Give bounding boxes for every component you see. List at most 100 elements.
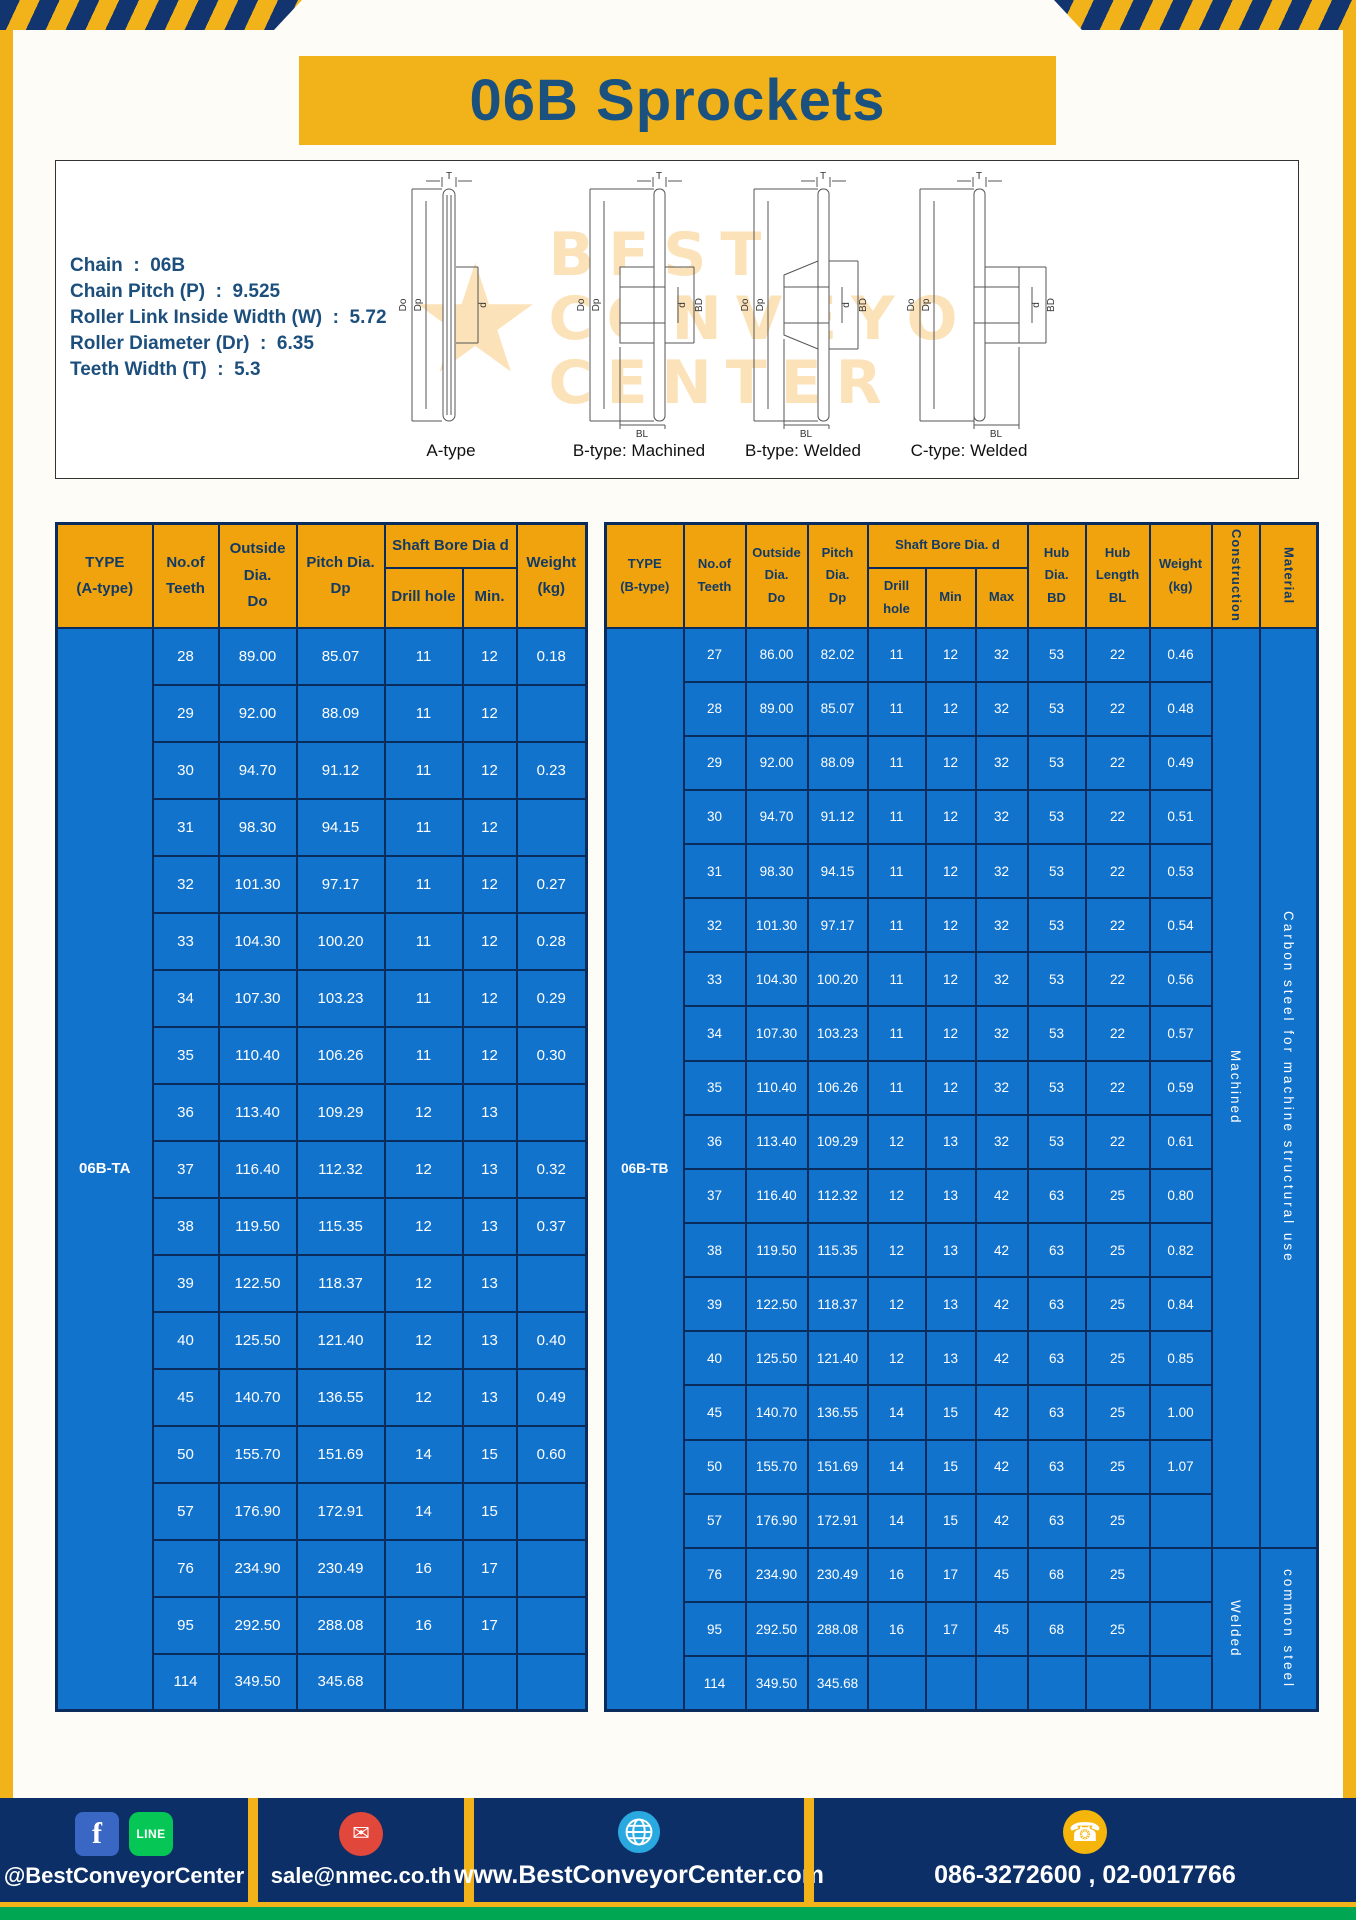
- table-cell: 136.55: [806, 1384, 869, 1441]
- table-a-body: 06B-TA 28 89.00 85.07 11 12 0.18 29 92.00 88.09 11…: [55, 626, 588, 1712]
- table-cell: 1.00: [1148, 1384, 1213, 1441]
- email-address[interactable]: sale@nmec.co.th: [270, 1862, 452, 1888]
- table-cell: 116.40: [744, 1167, 809, 1225]
- table-cell: 140.70: [217, 1367, 298, 1427]
- svg-text:T: T: [976, 171, 982, 182]
- table-cell: 53: [1026, 1113, 1087, 1170]
- table-cell: 0.57: [1148, 1005, 1213, 1062]
- table-cell: 92.00: [744, 734, 809, 791]
- table-cell: 11: [866, 951, 927, 1008]
- table-cell: 92.00: [217, 683, 298, 743]
- table-cell: 34: [682, 1005, 747, 1062]
- table-cell: 0.80: [1148, 1167, 1213, 1225]
- table-cell: [515, 1652, 588, 1712]
- table-row: 95 292.50 288.08 16 17 45 68 25: [606, 1601, 1318, 1658]
- table-cell: 32: [974, 1113, 1029, 1170]
- table-cell: 63: [1026, 1276, 1087, 1333]
- table-cell: 13: [461, 1310, 518, 1370]
- table-row: 45 140.70 136.55 14 15 42 63 25 1.00: [606, 1384, 1318, 1441]
- footer-phone-section: ☎ 086-3272600 , 02-0017766: [814, 1798, 1356, 1902]
- col-header-max: Max: [974, 566, 1029, 629]
- table-cell: 288.08: [295, 1595, 386, 1655]
- table-cell: 12: [461, 797, 518, 857]
- website-url[interactable]: www.BestConveyorCenter.com: [454, 1861, 825, 1889]
- table-cell: 0.49: [515, 1367, 588, 1427]
- table-cell: 34: [151, 968, 220, 1028]
- table-cell: 31: [151, 797, 220, 857]
- table-cell: 42: [974, 1492, 1029, 1549]
- table-row: 37 116.40 112.32 12 13 0.32: [57, 1139, 588, 1199]
- table-cell: 13: [924, 1167, 977, 1225]
- table-cell: 288.08: [806, 1601, 869, 1658]
- table-row: 38 119.50 115.35 12 13 0.37: [57, 1196, 588, 1256]
- table-cell: [515, 1253, 588, 1313]
- table-cell: 25: [1084, 1492, 1151, 1549]
- table-cell: 42: [974, 1222, 1029, 1279]
- table-cell: 38: [151, 1196, 220, 1256]
- table-cell: 94.15: [806, 843, 869, 900]
- table-cell: 12: [866, 1222, 927, 1279]
- line-icon[interactable]: LINE: [129, 1811, 173, 1856]
- table-cell: 125.50: [744, 1330, 809, 1387]
- table-cell: 12: [866, 1113, 927, 1170]
- table-cell: 0.48: [1148, 680, 1213, 737]
- chain-specs: Chain : 06B Chain Pitch (P) : 9.525 Roll…: [70, 253, 387, 383]
- table-cell: 82.02: [806, 626, 869, 683]
- diagram-caption: B-type: Machined: [572, 441, 706, 460]
- table-cell: 11: [866, 843, 927, 900]
- table-cell: 14: [866, 1384, 927, 1441]
- facebook-icon[interactable]: f: [75, 1811, 119, 1856]
- table-cell: 12: [461, 740, 518, 800]
- table-cell: 17: [924, 1601, 977, 1658]
- svg-text:BD: BD: [694, 298, 705, 312]
- table-cell: 12: [383, 1367, 464, 1427]
- diagram-a-type: T Do Dp d A-type: [356, 171, 546, 461]
- table-row: 34 107.30 103.23 11 12 0.29: [57, 968, 588, 1028]
- table-cell: 12: [924, 951, 977, 1008]
- phone-icon[interactable]: ☎: [1063, 1810, 1107, 1854]
- diagram-c-type-welded: T Do Dp d BD BL C-type: Welded: [874, 171, 1064, 461]
- table-cell: 53: [1026, 626, 1087, 683]
- table-row: 30 94.70 91.12 11 12 0.23: [57, 740, 588, 800]
- construction-cell: Machined: [1210, 626, 1261, 1549]
- table-row: 114 349.50 345.68: [57, 1652, 588, 1712]
- table-cell: 63: [1026, 1492, 1087, 1549]
- table-cell: 17: [461, 1595, 518, 1655]
- email-icon[interactable]: ✉: [339, 1811, 383, 1856]
- table-cell: 63: [1026, 1167, 1087, 1225]
- svg-text:BD: BD: [858, 298, 869, 312]
- table-cell: 12: [924, 626, 977, 683]
- table-a-header: TYPE (A-type) No.of Teeth Outside Dia. D…: [55, 522, 588, 629]
- table-cell: 32: [974, 843, 1029, 900]
- material-cell: Carbon steel for machine structural use: [1258, 626, 1319, 1549]
- table-cell: 0.49: [1148, 734, 1213, 791]
- table-row: 39 122.50 118.37 12 13: [57, 1253, 588, 1313]
- sprocket-drawing-b-machined: T Do Dp d BD BL: [576, 171, 705, 439]
- table-row: 31 98.30 94.15 11 12 32 53 22 0.53: [606, 843, 1318, 900]
- table-cell: 230.49: [806, 1546, 869, 1604]
- table-cell: 45: [151, 1367, 220, 1427]
- table-cell: 103.23: [806, 1005, 869, 1062]
- globe-icon[interactable]: [617, 1810, 661, 1854]
- table-b-body: 06B-TB 27 86.00 82.02 11 12 32 53 22 0.46 Machined…: [604, 626, 1319, 1712]
- social-handle[interactable]: @BestConveyorCenter: [3, 1862, 245, 1888]
- table-cell: 12: [383, 1196, 464, 1256]
- table-cell: 22: [1084, 734, 1151, 791]
- table-cell: 292.50: [217, 1595, 298, 1655]
- table-cell: 11: [866, 626, 927, 683]
- col-header-construction: Construction: [1210, 522, 1261, 629]
- type-label-cell: 06B-TB: [604, 626, 685, 1712]
- svg-text:T: T: [446, 171, 452, 182]
- table-cell: 85.07: [295, 626, 386, 686]
- table-cell: 12: [383, 1139, 464, 1199]
- table-cell: 53: [1026, 1005, 1087, 1062]
- table-row: 40 125.50 121.40 12 13 42 63 25 0.85: [606, 1330, 1318, 1387]
- table-cell: 68: [1026, 1601, 1087, 1658]
- phone-numbers[interactable]: 086-3272600 , 02-0017766: [934, 1861, 1236, 1889]
- col-header-drill-hole: Drill hole: [383, 566, 464, 629]
- table-cell: 14: [383, 1481, 464, 1541]
- col-header-weight: Weight (kg): [515, 522, 588, 629]
- table-cell: 11: [383, 854, 464, 914]
- table-row: 29 92.00 88.09 11 12 32 53 22 0.49: [606, 734, 1318, 791]
- table-cell: 94.70: [217, 740, 298, 800]
